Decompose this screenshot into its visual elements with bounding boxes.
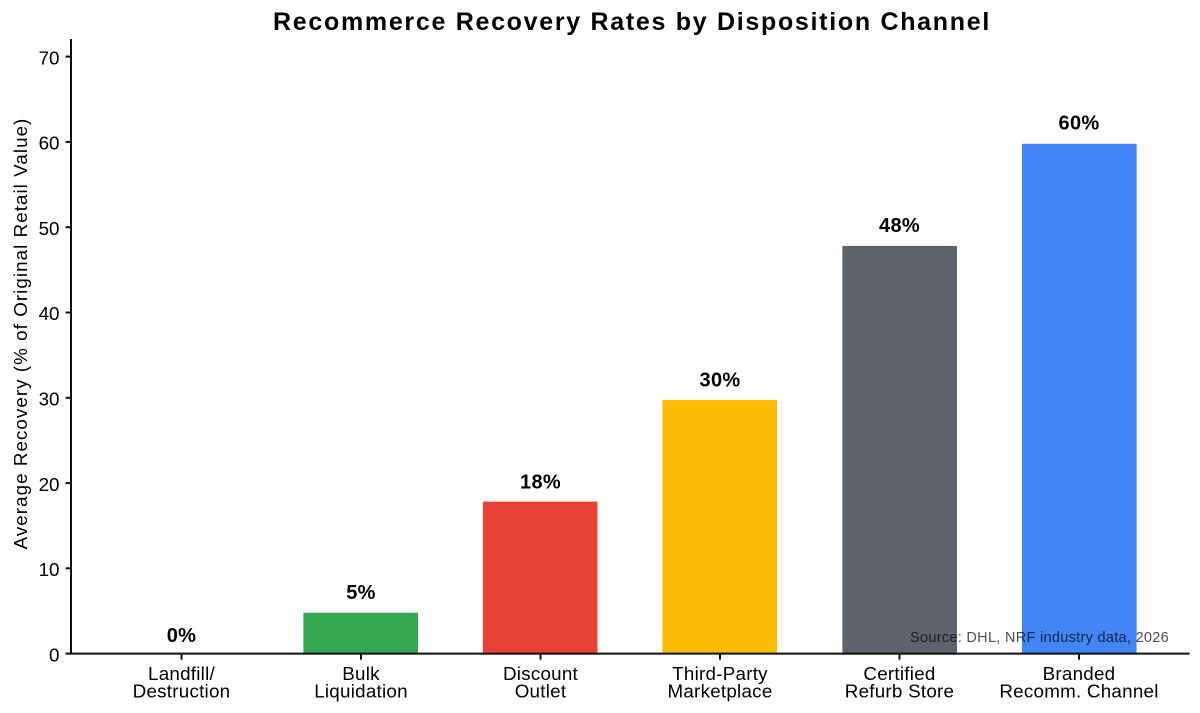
svg-text:Recommerce Recovery Rates by D: Recommerce Recovery Rates by Disposition… — [273, 8, 991, 36]
svg-text:Certified: Certified — [863, 663, 935, 684]
svg-text:10: 10 — [39, 559, 60, 580]
svg-text:Bulk: Bulk — [342, 663, 380, 684]
svg-text:Liquidation: Liquidation — [314, 681, 408, 702]
svg-text:60%: 60% — [1059, 113, 1100, 135]
svg-text:50: 50 — [39, 218, 60, 239]
svg-text:40: 40 — [39, 303, 60, 324]
svg-text:Third-Party: Third-Party — [672, 663, 768, 684]
svg-text:Landfill/: Landfill/ — [148, 663, 216, 684]
svg-text:18%: 18% — [520, 472, 561, 494]
svg-text:Refurb Store: Refurb Store — [845, 681, 954, 702]
svg-text:Destruction: Destruction — [133, 681, 231, 702]
svg-text:Discount: Discount — [503, 663, 579, 684]
svg-text:Average Recovery (% of Origina: Average Recovery (% of Original Retail V… — [10, 118, 31, 550]
svg-text:48%: 48% — [879, 215, 920, 237]
svg-text:Source: DHL, NRF industry data: Source: DHL, NRF industry data, 2026 — [910, 630, 1169, 646]
svg-text:60: 60 — [39, 133, 60, 154]
svg-text:Recomm. Channel: Recomm. Channel — [999, 681, 1158, 702]
svg-text:Branded: Branded — [1043, 663, 1116, 684]
svg-text:20: 20 — [39, 474, 60, 495]
svg-text:5%: 5% — [346, 582, 376, 604]
svg-text:0%: 0% — [167, 625, 197, 647]
svg-text:30%: 30% — [700, 370, 741, 392]
svg-text:Outlet: Outlet — [515, 681, 567, 702]
svg-text:30: 30 — [39, 389, 60, 410]
svg-text:Marketplace: Marketplace — [667, 681, 772, 702]
svg-text:70: 70 — [39, 47, 60, 68]
svg-text:0: 0 — [49, 644, 59, 665]
